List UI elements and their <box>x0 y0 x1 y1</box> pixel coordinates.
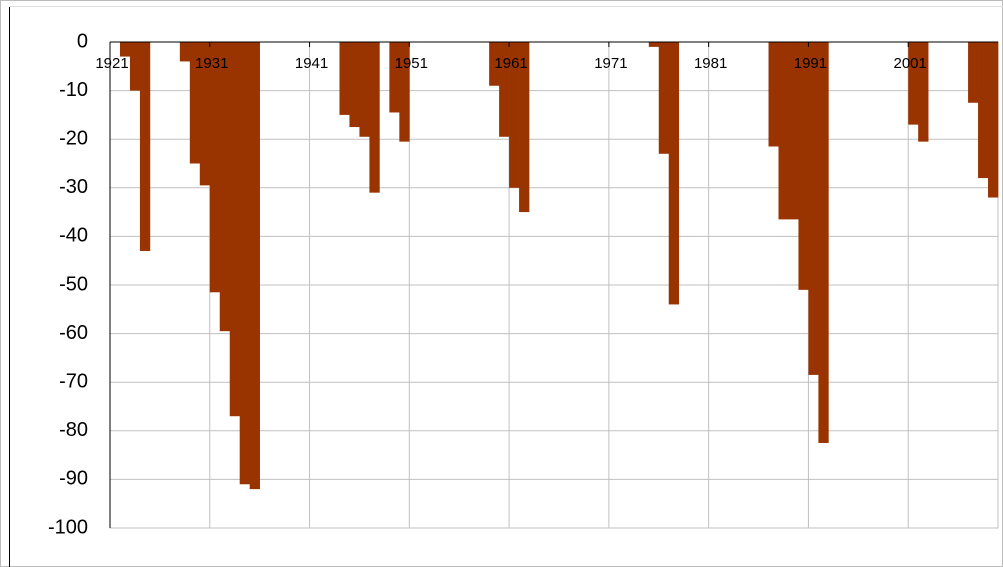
bar <box>119 42 131 57</box>
y-tick-label: -100 <box>48 516 88 538</box>
x-tick-label: 1951 <box>395 55 428 72</box>
x-tick-label: 1931 <box>195 55 228 72</box>
bar <box>199 42 211 186</box>
bar <box>389 42 400 113</box>
bar <box>908 42 919 125</box>
y-tick-label: -10 <box>59 79 88 101</box>
bar <box>189 42 201 164</box>
bar <box>668 42 680 305</box>
bar <box>369 42 380 193</box>
bar <box>349 42 360 128</box>
bar <box>818 42 829 443</box>
y-tick-label: -20 <box>59 127 88 149</box>
bar <box>359 42 370 137</box>
bar <box>798 42 809 290</box>
bar <box>249 42 260 490</box>
bar <box>209 42 221 293</box>
y-tick-label: -70 <box>59 370 88 392</box>
y-tick-label: -60 <box>59 322 88 344</box>
bar <box>229 42 241 417</box>
bar <box>918 42 929 142</box>
x-tick-label: 2001 <box>894 55 927 72</box>
y-tick-label: -40 <box>59 225 88 247</box>
y-tick-label: -80 <box>59 419 88 441</box>
bar <box>768 42 779 147</box>
bar <box>808 42 819 375</box>
x-tick-label: 1941 <box>295 55 328 72</box>
y-tick-label: -90 <box>59 468 88 490</box>
y-tick-label: -30 <box>59 176 88 198</box>
bar <box>778 42 789 220</box>
x-tick-label: 1981 <box>694 55 727 72</box>
bar <box>788 42 799 220</box>
bar <box>139 42 151 251</box>
bar <box>489 42 500 86</box>
y-tick-label: -50 <box>59 273 88 295</box>
y-tick-label: 0 <box>77 30 88 52</box>
bar <box>509 42 520 188</box>
bar <box>339 42 350 115</box>
x-tick-label: 1921 <box>95 55 128 72</box>
x-tick-label: 1991 <box>794 55 827 72</box>
bar <box>519 42 530 213</box>
bar <box>129 42 141 91</box>
x-tick-label: 1961 <box>494 55 527 72</box>
x-tick-label: 1971 <box>594 55 627 72</box>
bar <box>179 42 191 62</box>
bar <box>968 42 979 103</box>
bar <box>978 42 989 179</box>
bar <box>239 42 250 485</box>
bar <box>399 42 410 142</box>
bar <box>988 42 999 198</box>
bar <box>219 42 231 332</box>
bar <box>658 42 670 154</box>
bar <box>648 42 660 47</box>
bar <box>499 42 510 137</box>
